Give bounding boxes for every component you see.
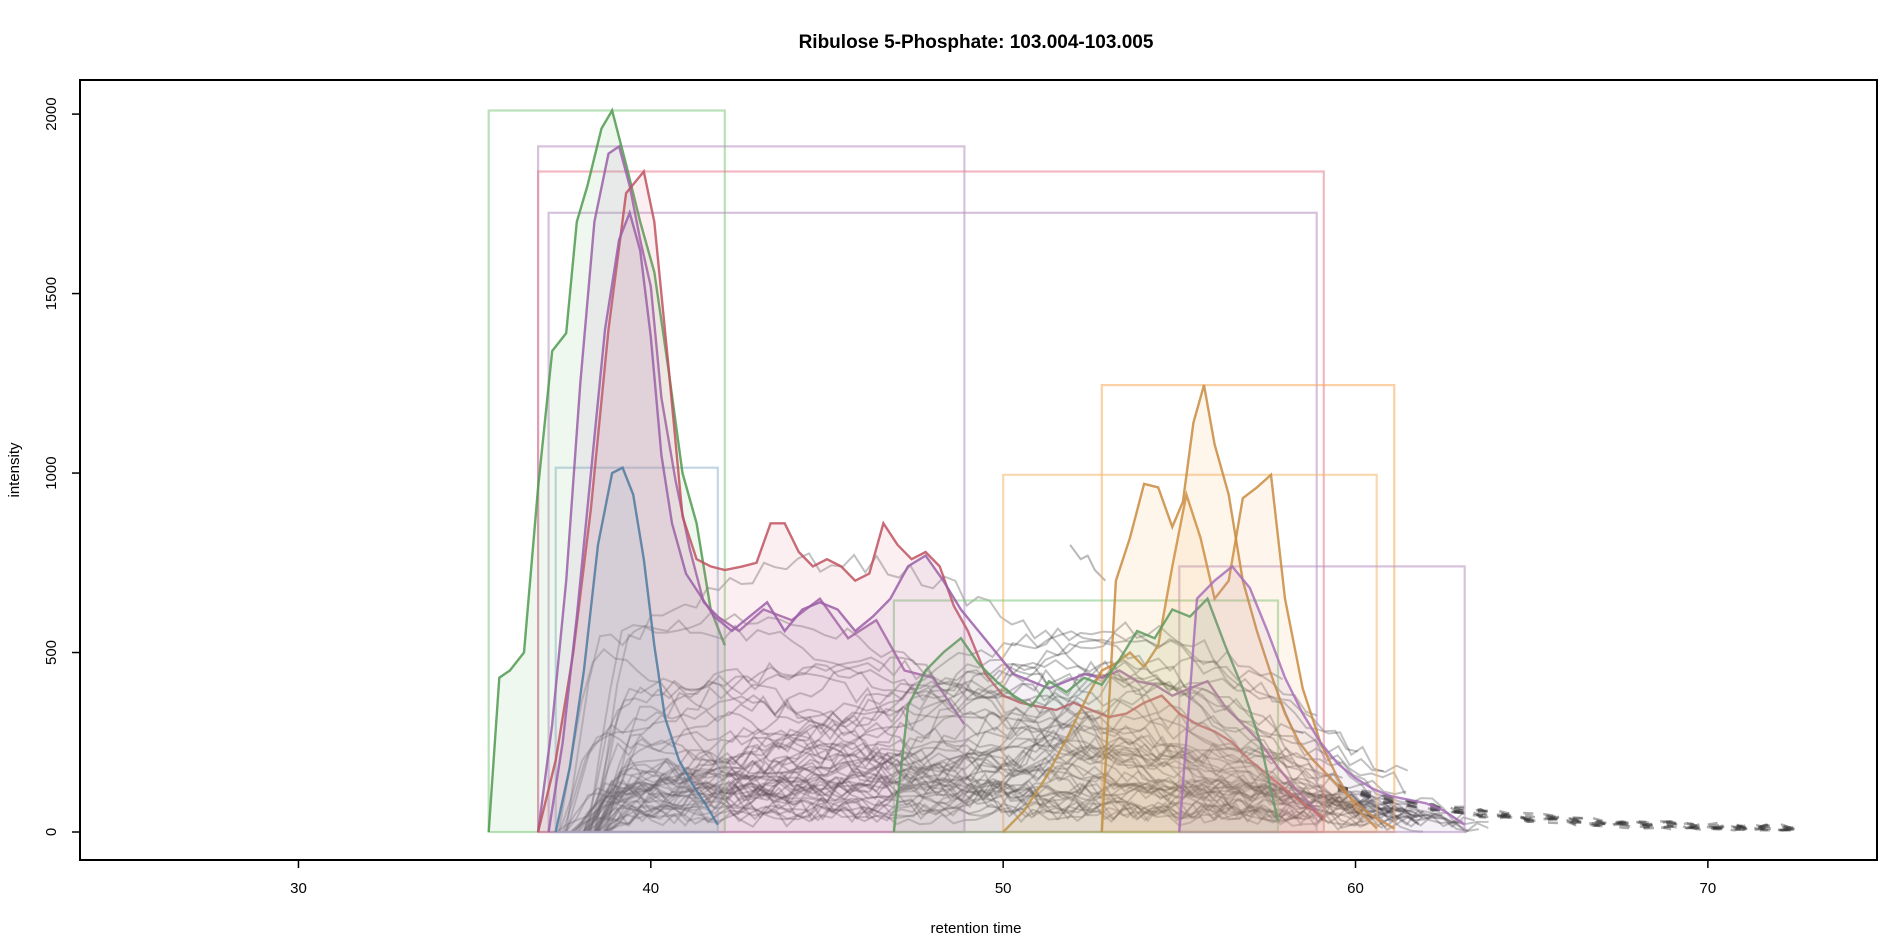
background-trace: [575, 745, 1344, 833]
background-trace: [583, 674, 1284, 833]
background-trace: [597, 705, 1400, 833]
series-line: [487, 107, 726, 833]
background-trace: [593, 694, 1305, 833]
background-trace: [606, 740, 1419, 833]
series-area: [548, 212, 1317, 833]
tail-trace: [1337, 786, 1798, 832]
background-trace: [582, 638, 1384, 833]
background-trace: [593, 744, 1294, 833]
background-trace: [601, 677, 1359, 833]
series-area: [893, 598, 1278, 832]
background-trace: [570, 777, 1384, 833]
background-trace: [606, 632, 1409, 833]
background-trace: [571, 775, 1295, 833]
series-line: [536, 168, 1325, 833]
background-trace: [581, 658, 1407, 833]
x-tick-label: 50: [995, 880, 1012, 897]
series-area: [538, 171, 1324, 832]
x-tick-label: 30: [290, 880, 307, 897]
series-area: [555, 467, 718, 832]
series-line: [547, 209, 1318, 833]
background-trace: [596, 765, 1489, 834]
x-axis: 30 40 50 60 70: [290, 860, 1716, 897]
y-tick-label: 0: [43, 828, 60, 836]
background-trace: [603, 680, 1349, 833]
x-tick-label: 40: [642, 880, 659, 897]
peak-boxes: [487, 109, 1466, 834]
plot-area: [487, 107, 1799, 834]
peak-box: [1178, 565, 1466, 834]
background-trace: [594, 677, 1420, 833]
background-trace: [582, 673, 1407, 833]
background-trace: [582, 656, 1284, 833]
y-axis: 0 500 1000 1500 2000: [43, 97, 80, 836]
chart-title: Ribulose 5-Phosphate: 103.004-103.005: [799, 32, 1154, 53]
plot-border: [79, 79, 1878, 861]
series-line: [1002, 472, 1378, 833]
background-trace: [605, 694, 1284, 833]
background-trace: [593, 659, 1418, 833]
background-trace: [577, 728, 1402, 833]
series-line: [554, 466, 719, 833]
x-tick-label: 60: [1347, 880, 1364, 897]
background-trace: [587, 757, 1424, 833]
background-trace: [605, 748, 1464, 833]
background-trace: [591, 730, 1394, 833]
series-line: [1178, 564, 1466, 833]
y-tick-label: 2000: [43, 97, 60, 130]
background-trace: [565, 656, 1425, 833]
x-tick-label: 70: [1700, 880, 1717, 897]
background-trace: [589, 664, 1335, 833]
series-line: [892, 596, 1280, 833]
tail-trace: [1337, 787, 1798, 832]
background-trace: [557, 647, 1315, 833]
tail-trace: [1337, 785, 1799, 832]
peak-box: [554, 466, 719, 834]
background-trace: [555, 752, 1324, 833]
peak-box: [892, 599, 1280, 834]
tail-trace: [1337, 783, 1798, 832]
y-tick-label: 1500: [43, 277, 60, 310]
series-line: [1100, 384, 1395, 833]
background-trace: [589, 662, 1425, 833]
tail-trace: [1337, 784, 1799, 832]
series-area: [538, 146, 965, 832]
background-trace: [583, 684, 1307, 833]
background-trace: [561, 731, 1398, 833]
background-trace: [582, 729, 1475, 833]
background-trace: [597, 659, 1286, 833]
background-trace: [594, 621, 1318, 833]
y-axis-label: intensity: [6, 442, 23, 498]
x-axis-label: retention time: [931, 920, 1022, 937]
series-group: [487, 107, 1466, 833]
tail-trace: [1337, 787, 1798, 832]
series-area: [1101, 385, 1395, 832]
background-trace: [587, 610, 1424, 833]
background-trace: [587, 743, 1480, 833]
series-area: [488, 110, 725, 832]
series-area: [1179, 566, 1465, 832]
y-tick-label: 1000: [43, 456, 60, 489]
y-tick-label: 500: [43, 640, 60, 665]
background-trace: [596, 656, 1443, 833]
background-trace: [1069, 544, 1107, 582]
background-trace: [602, 740, 1303, 833]
series-area: [1003, 474, 1377, 832]
tail-trace: [1337, 790, 1798, 832]
